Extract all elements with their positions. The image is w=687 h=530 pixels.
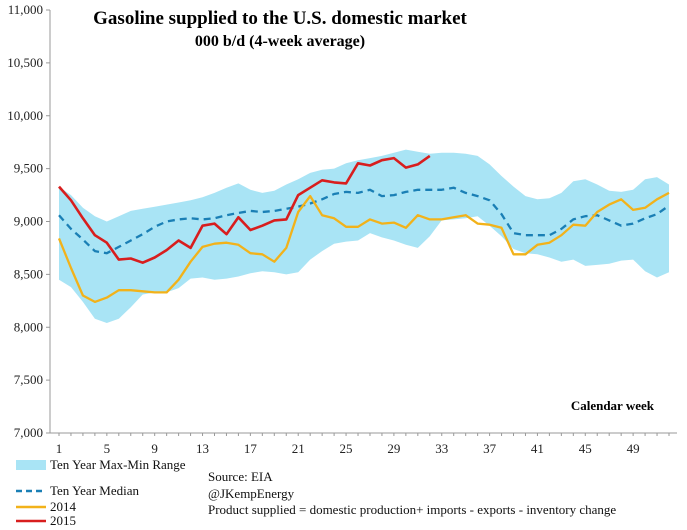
y-tick-label: 9,500 xyxy=(14,161,43,176)
x-tick-label: 21 xyxy=(292,441,305,456)
x-tick-label: 25 xyxy=(340,441,353,456)
y-tick-label: 8,500 xyxy=(14,266,43,281)
chart-title: Gasoline supplied to the U.S. domestic m… xyxy=(93,8,467,29)
series-line-ten-year-median xyxy=(58,186,670,255)
x-tick-label: 17 xyxy=(244,441,258,456)
x-tick-label: 1 xyxy=(56,441,63,456)
x-tick-label: 29 xyxy=(387,441,400,456)
x-tick-label: 33 xyxy=(435,441,448,456)
definition-note: Product supplied = domestic production+ … xyxy=(208,502,616,517)
y-tick-label: 10,000 xyxy=(7,108,43,123)
legend-swatch-range xyxy=(16,460,46,470)
x-tick-label: 49 xyxy=(627,441,640,456)
x-tick-label: 5 xyxy=(104,441,111,456)
series-line-2015 xyxy=(58,154,431,264)
x-tick-label: 13 xyxy=(196,441,209,456)
legend-label-2014: 2014 xyxy=(50,499,77,514)
y-tick-label: 7,000 xyxy=(14,425,43,440)
range-band xyxy=(59,149,669,323)
legend-label-median: Ten Year Median xyxy=(50,483,139,498)
y-tick-label: 10,500 xyxy=(7,55,43,70)
x-tick-label: 37 xyxy=(483,441,497,456)
y-tick-label: 8,000 xyxy=(14,319,43,334)
handle-note: @JKempEnergy xyxy=(208,486,295,501)
legend: Ten Year Max-Min Range Ten Year Median 2… xyxy=(16,457,186,528)
y-tick-label: 9,000 xyxy=(14,214,43,229)
y-tick-label: 11,000 xyxy=(8,2,43,17)
legend-label-range: Ten Year Max-Min Range xyxy=(50,457,186,472)
chart-subtitle: 000 b/d (4-week average) xyxy=(195,33,365,50)
source-note: Source: EIA xyxy=(208,469,273,484)
x-tick-label: 9 xyxy=(151,441,158,456)
plot-area: 7,000 7,500 8,000 8,500 9,000 9,500 10,000 10,5… xyxy=(7,2,677,456)
x-axis-label: Calendar week xyxy=(571,398,655,413)
y-tick-label: 7,500 xyxy=(14,372,43,387)
x-tick-label: 45 xyxy=(579,441,592,456)
x-tick-label: 41 xyxy=(531,441,544,456)
legend-label-2015: 2015 xyxy=(50,513,76,528)
series-line-2014 xyxy=(57,191,670,304)
